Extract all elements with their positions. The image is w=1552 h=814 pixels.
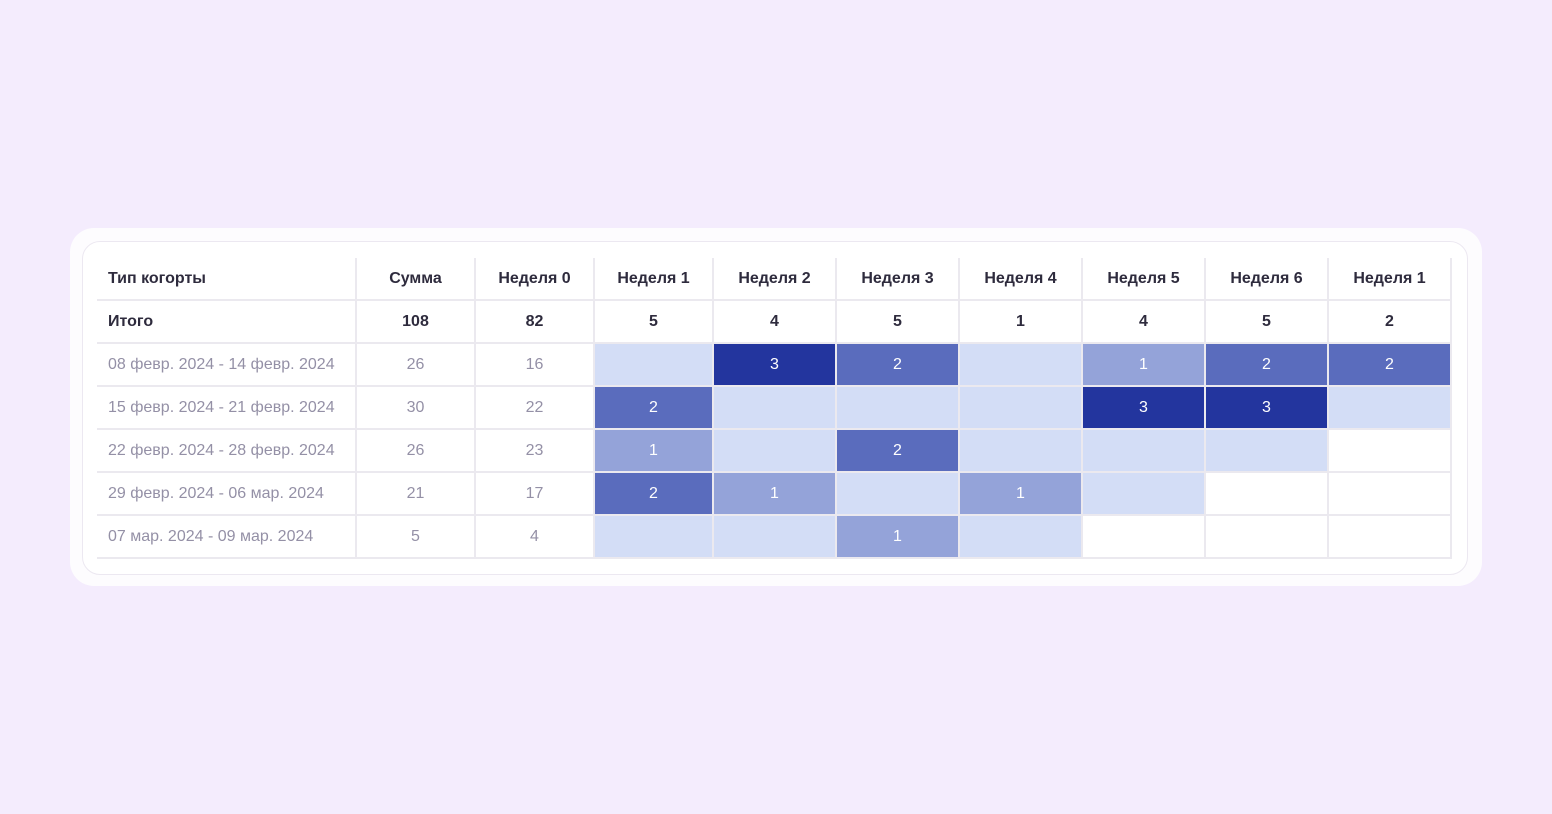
table-row: 29 февр. 2024 - 06 мар. 2024 21 17 2 1 1 (97, 472, 1452, 516)
heatmap-cell[interactable]: 2 (836, 343, 960, 387)
cohort-week-0: 4 (475, 515, 595, 559)
cohort-sum: 26 (356, 429, 476, 473)
table-row: 07 мар. 2024 - 09 мар. 2024 5 4 1 (97, 515, 1452, 559)
heatmap-cell[interactable] (836, 472, 960, 516)
heatmap-cell[interactable]: 2 (594, 386, 714, 430)
heatmap-cell[interactable]: 3 (713, 343, 837, 387)
table-row: 15 февр. 2024 - 21 февр. 2024 30 22 2 3 3 (97, 386, 1452, 430)
heatmap-cell[interactable] (713, 429, 837, 473)
heatmap-cell[interactable]: 1 (836, 515, 960, 559)
cohort-week-0: 23 (475, 429, 595, 473)
heatmap-cell[interactable]: 1 (594, 429, 714, 473)
heatmap-cell[interactable] (1082, 515, 1206, 559)
heatmap-cell[interactable] (959, 386, 1083, 430)
total-week-3: 5 (836, 300, 960, 344)
heatmap-cell[interactable] (1328, 515, 1452, 559)
cohort-week-0: 17 (475, 472, 595, 516)
heatmap-cell[interactable]: 3 (1082, 386, 1206, 430)
heatmap-cell[interactable] (713, 386, 837, 430)
heatmap-cell[interactable]: 1 (959, 472, 1083, 516)
total-label: Итого (97, 300, 357, 344)
heatmap-cell[interactable] (1205, 515, 1329, 559)
heatmap-cell[interactable]: 3 (1205, 386, 1329, 430)
heatmap-cell[interactable] (959, 515, 1083, 559)
heatmap-cell[interactable] (713, 515, 837, 559)
cohort-week-0: 22 (475, 386, 595, 430)
total-week-4: 1 (959, 300, 1083, 344)
column-header-week-3[interactable]: Неделя 3 (836, 258, 960, 301)
heatmap-cell[interactable] (1205, 429, 1329, 473)
table-row: 08 февр. 2024 - 14 февр. 2024 26 16 3 2 1 2 2 (97, 343, 1452, 387)
column-header-week-6[interactable]: Неделя 6 (1205, 258, 1329, 301)
header-row: Тип когорты Сумма Неделя 0 Неделя 1 Неде… (97, 258, 1452, 301)
column-header-cohort-type[interactable]: Тип когорты (97, 258, 357, 301)
cohort-label: 22 февр. 2024 - 28 февр. 2024 (97, 429, 357, 473)
cohort-label: 08 февр. 2024 - 14 февр. 2024 (97, 343, 357, 387)
heatmap-cell[interactable] (594, 343, 714, 387)
heatmap-cell[interactable]: 2 (594, 472, 714, 516)
heatmap-cell[interactable]: 2 (1328, 343, 1452, 387)
heatmap-cell[interactable] (1205, 472, 1329, 516)
column-header-sum[interactable]: Сумма (356, 258, 476, 301)
column-header-week-4[interactable]: Неделя 4 (959, 258, 1083, 301)
cohort-sum: 30 (356, 386, 476, 430)
cohort-week-0: 16 (475, 343, 595, 387)
total-week-last: 2 (1328, 300, 1452, 344)
heatmap-cell[interactable] (1328, 472, 1452, 516)
heatmap-cell[interactable]: 1 (713, 472, 837, 516)
cohort-label: 07 мар. 2024 - 09 мар. 2024 (97, 515, 357, 559)
total-sum: 108 (356, 300, 476, 344)
total-week-0: 82 (475, 300, 595, 344)
column-header-week-1[interactable]: Неделя 1 (594, 258, 714, 301)
total-week-1: 5 (594, 300, 714, 344)
column-header-week-2[interactable]: Неделя 2 (713, 258, 837, 301)
heatmap-cell[interactable] (1082, 429, 1206, 473)
cohort-sum: 26 (356, 343, 476, 387)
heatmap-cell[interactable]: 2 (1205, 343, 1329, 387)
column-header-week-last[interactable]: Неделя 1 (1328, 258, 1452, 301)
column-header-week-5[interactable]: Неделя 5 (1082, 258, 1206, 301)
heatmap-cell[interactable] (836, 386, 960, 430)
column-header-week-0[interactable]: Неделя 0 (475, 258, 595, 301)
total-row: Итого 108 82 5 4 5 1 4 5 2 (97, 300, 1452, 344)
heatmap-cell[interactable] (959, 343, 1083, 387)
cohort-label: 15 февр. 2024 - 21 февр. 2024 (97, 386, 357, 430)
heatmap-cell[interactable] (1328, 386, 1452, 430)
heatmap-cell[interactable] (594, 515, 714, 559)
heatmap-cell[interactable]: 1 (1082, 343, 1206, 387)
heatmap-cell[interactable] (1082, 472, 1206, 516)
cohort-label: 29 февр. 2024 - 06 мар. 2024 (97, 472, 357, 516)
cohort-sum: 21 (356, 472, 476, 516)
heatmap-cell[interactable]: 2 (836, 429, 960, 473)
total-week-6: 5 (1205, 300, 1329, 344)
cohort-sum: 5 (356, 515, 476, 559)
total-week-5: 4 (1082, 300, 1206, 344)
table-row: 22 февр. 2024 - 28 февр. 2024 26 23 1 2 (97, 429, 1452, 473)
heatmap-cell[interactable] (1328, 429, 1452, 473)
cohort-table: Тип когорты Сумма Неделя 0 Неделя 1 Неде… (97, 258, 1452, 559)
total-week-2: 4 (713, 300, 837, 344)
heatmap-cell[interactable] (959, 429, 1083, 473)
